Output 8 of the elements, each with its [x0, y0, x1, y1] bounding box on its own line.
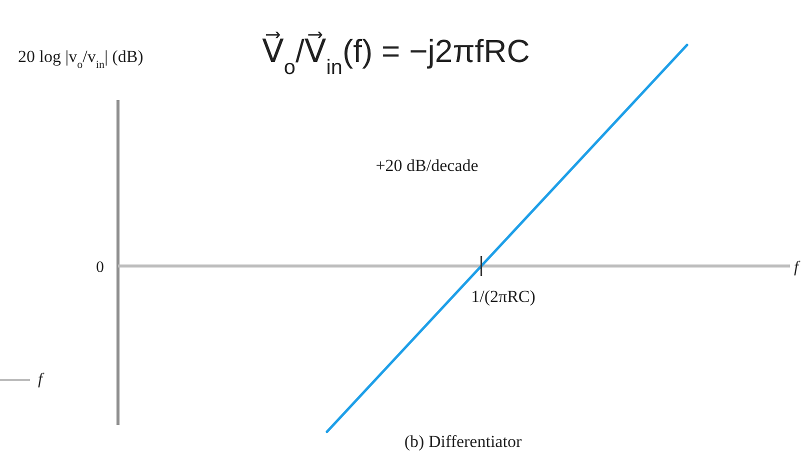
annotation: V⃗$_{o}$/V⃗$_{in}$(f) = −j2πfRC: [262, 31, 530, 78]
text: (b) Differentiator: [404, 432, 522, 451]
text: f: [38, 371, 45, 388]
text: 0: [96, 259, 104, 276]
text: 20 log |v$_{o}$/v$_{in}$| (dB): [18, 47, 144, 71]
text: f: [794, 259, 801, 276]
annotation: +20 dB/decade: [376, 156, 478, 175]
annotation: 1/(2πRC): [471, 287, 536, 306]
